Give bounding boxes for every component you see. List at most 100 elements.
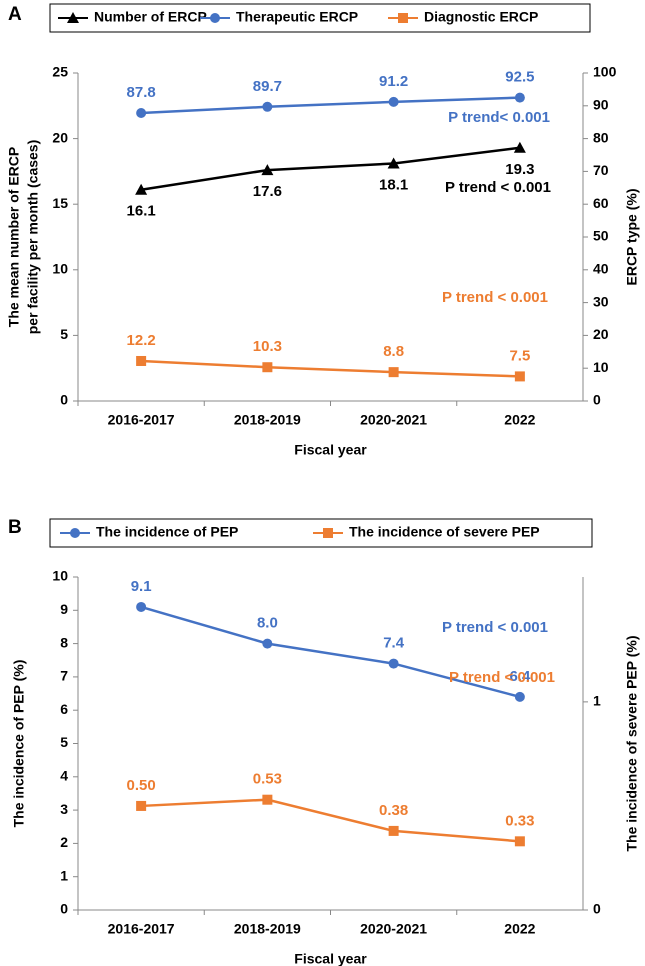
marker	[388, 825, 399, 836]
marker	[136, 800, 147, 811]
y-tick-label: 6	[60, 701, 68, 717]
marker	[514, 371, 525, 382]
legend-label: The incidence of PEP	[96, 524, 238, 540]
data-label: 7.4	[383, 635, 405, 652]
marker	[136, 355, 147, 366]
data-label: 19.3	[505, 161, 534, 178]
legend-marker	[210, 13, 220, 23]
x-tick-label: 2020-2021	[360, 921, 427, 937]
legend-label: The incidence of severe PEP	[349, 524, 540, 540]
data-label: 91.2	[379, 73, 408, 90]
data-label: 6.4	[509, 668, 531, 685]
legend-marker	[70, 528, 80, 538]
y-tick-label: 5	[60, 734, 68, 750]
y2-tick-label: 40	[593, 261, 609, 277]
annotation: P trend < 0.001	[445, 179, 551, 196]
series-line	[140, 146, 521, 192]
y-tick-label: 0	[60, 901, 68, 917]
legend-marker	[323, 528, 333, 538]
legend-label: Therapeutic ERCP	[236, 9, 358, 25]
data-label: 0.38	[379, 802, 408, 819]
y2-tick-label: 70	[593, 162, 609, 178]
y-tick-label: 20	[52, 129, 68, 145]
marker	[388, 96, 399, 107]
y-tick-label: 3	[60, 801, 68, 817]
y-axis-label: The mean number of ERCP	[6, 147, 22, 327]
data-label: 12.2	[127, 332, 156, 349]
y2-tick-label: 0	[593, 392, 601, 408]
data-label: 17.6	[253, 183, 282, 200]
y2-tick-label: 10	[593, 359, 609, 375]
marker	[136, 108, 147, 119]
marker	[262, 638, 273, 649]
data-label: 92.5	[505, 69, 534, 86]
marker	[514, 691, 525, 702]
x-tick-label: 2022	[504, 412, 535, 428]
y2-tick-label: 30	[593, 293, 609, 309]
marker	[388, 367, 399, 378]
y-tick-label: 15	[52, 195, 68, 211]
y-axis-label: The incidence of PEP (%)	[11, 660, 27, 828]
y2-axis-label: ERCP type (%)	[624, 189, 640, 286]
y-tick-label: 4	[60, 768, 68, 784]
y2-tick-label: 0	[593, 901, 601, 917]
x-tick-label: 2018-2019	[234, 921, 301, 937]
data-label: 8.8	[383, 343, 404, 360]
y2-tick-label: 60	[593, 195, 609, 211]
legend-marker	[398, 13, 408, 23]
data-label: 0.33	[505, 812, 534, 829]
y2-axis-label: The incidence of severe PEP (%)	[624, 635, 640, 851]
y-tick-label: 0	[60, 392, 68, 408]
marker	[262, 362, 273, 373]
x-tick-label: 2018-2019	[234, 412, 301, 428]
annotation: P trend< 0.001	[448, 109, 550, 126]
y2-tick-label: 50	[593, 228, 609, 244]
data-label: 89.7	[253, 78, 282, 95]
y-tick-label: 8	[60, 634, 68, 650]
x-axis-label: Fiscal year	[294, 442, 367, 458]
marker	[135, 183, 148, 195]
annotation: P trend < 0.001	[449, 669, 555, 686]
y-tick-label: 10	[52, 261, 68, 277]
y2-tick-label: 20	[593, 326, 609, 342]
legend-box	[49, 518, 593, 548]
y-tick-label: 7	[60, 668, 68, 684]
x-tick-label: 2020-2021	[360, 412, 427, 428]
legend-label: Diagnostic ERCP	[424, 9, 538, 25]
y-tick-label: 1	[60, 867, 68, 883]
y-axis-label: per facility per month (cases)	[25, 140, 41, 335]
y-tick-label: 10	[52, 568, 68, 584]
marker	[261, 164, 274, 176]
marker	[262, 101, 273, 112]
data-label: 10.3	[253, 338, 282, 355]
panel-label: A	[8, 4, 22, 25]
marker	[136, 601, 147, 612]
marker	[513, 141, 526, 153]
y-tick-label: 25	[52, 64, 68, 80]
y2-tick-label: 1	[593, 693, 601, 709]
data-label: 8.0	[257, 615, 278, 632]
marker	[262, 794, 273, 805]
x-axis-label: Fiscal year	[294, 951, 367, 966]
data-label: 0.53	[253, 771, 282, 788]
series-line	[141, 798, 520, 843]
y2-tick-label: 100	[593, 64, 617, 80]
y2-tick-label: 90	[593, 97, 609, 113]
legend-label: Number of ERCP	[94, 9, 207, 25]
legend-marker	[67, 12, 79, 23]
data-label: 7.5	[509, 347, 530, 364]
x-tick-label: 2016-2017	[108, 921, 175, 937]
y-tick-label: 9	[60, 601, 68, 617]
data-label: 0.50	[127, 777, 156, 794]
x-tick-label: 2016-2017	[108, 412, 175, 428]
data-label: 16.1	[127, 203, 156, 220]
annotation: P trend < 0.001	[442, 289, 548, 306]
legend-box	[49, 3, 591, 33]
y-tick-label: 2	[60, 834, 68, 850]
y2-tick-label: 80	[593, 129, 609, 145]
x-tick-label: 2022	[504, 921, 535, 937]
marker	[387, 157, 400, 169]
y-tick-label: 5	[60, 326, 68, 342]
series-line	[141, 96, 520, 115]
